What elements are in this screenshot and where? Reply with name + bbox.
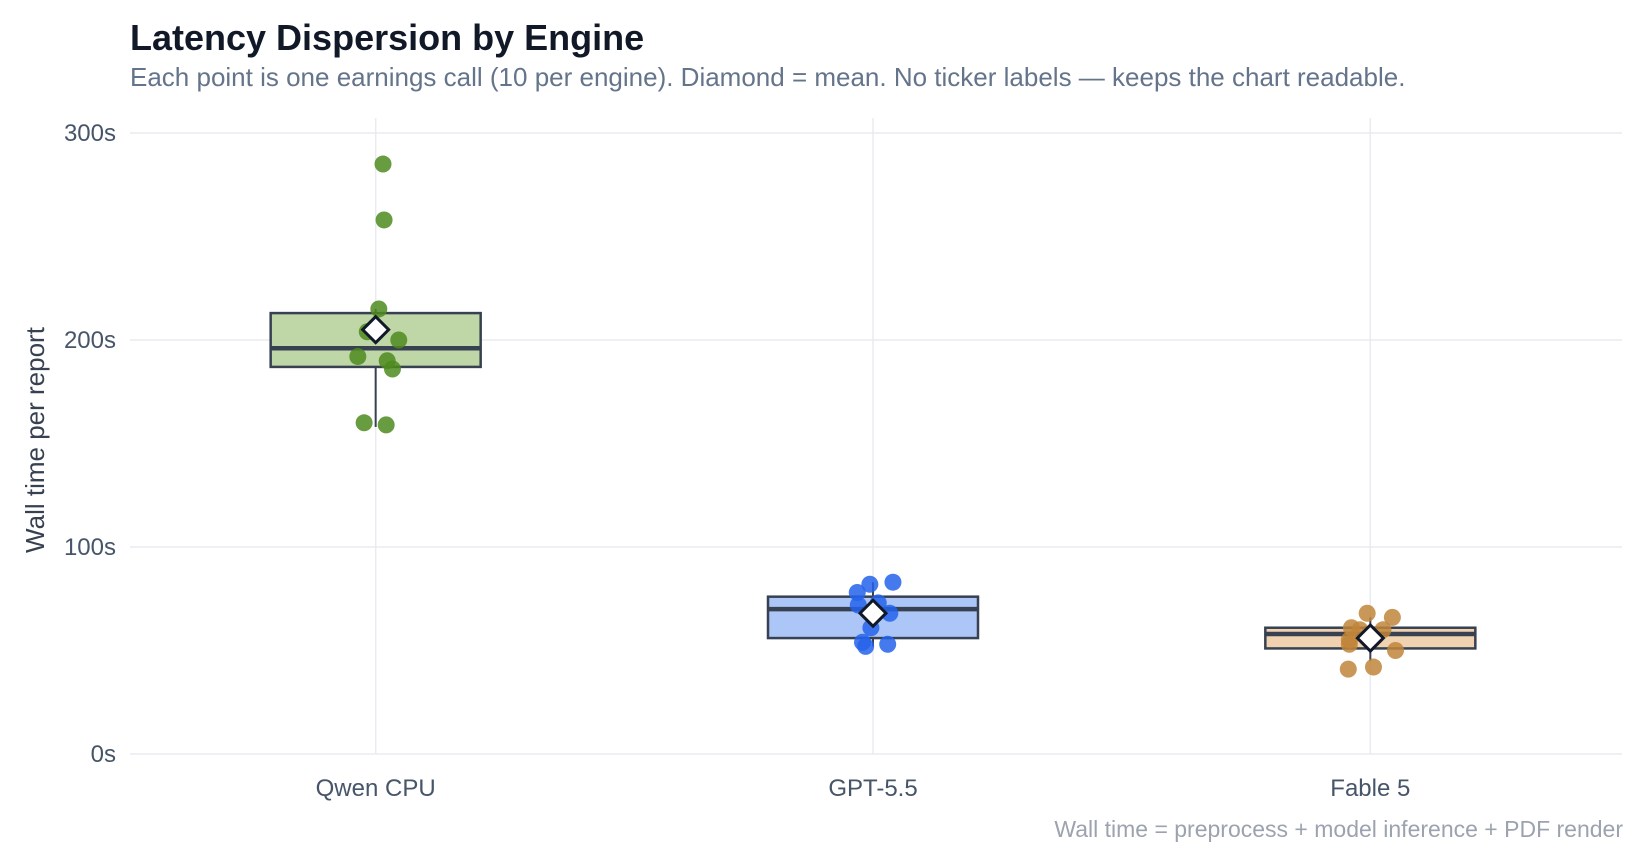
grid-lines <box>130 118 1622 755</box>
data-point <box>848 584 866 602</box>
data-point <box>390 331 408 349</box>
mean-diamond <box>360 314 391 345</box>
data-point <box>377 416 395 434</box>
chart-subtitle: Each point is one earnings call (10 per … <box>130 62 1406 92</box>
y-tick-label: 200s <box>64 327 116 354</box>
y-tick-label: 100s <box>64 534 116 561</box>
data-point <box>375 211 393 229</box>
y-axis-label: Wall time per report <box>20 326 50 553</box>
x-tick-label: Fable 5 <box>1330 775 1410 802</box>
data-point <box>884 573 902 591</box>
data-point <box>1358 604 1376 622</box>
y-axis-ticks: 0s 100s 200s 300s <box>64 120 116 768</box>
data-point <box>1340 635 1358 653</box>
data-point <box>1387 642 1405 659</box>
data-point <box>370 300 388 318</box>
mean-diamond <box>857 598 889 629</box>
mean-markers <box>360 314 1386 654</box>
data-point <box>1383 608 1401 626</box>
data-point <box>881 604 899 622</box>
y-tick-label: 0s <box>91 741 116 768</box>
data-point <box>355 414 373 432</box>
data-point <box>1364 658 1382 676</box>
y-tick-label: 300s <box>64 120 116 147</box>
data-point <box>857 637 875 655</box>
mean-diamond <box>1355 622 1386 654</box>
data-point <box>1339 660 1357 678</box>
x-tick-label: GPT-5.5 <box>828 775 917 802</box>
x-axis-ticks: Qwen CPU GPT-5.5 Fable 5 <box>316 775 1411 802</box>
footnote: Wall time = preprocess + model inference… <box>1054 816 1623 842</box>
data-point <box>879 635 897 653</box>
chart-title: Latency Dispersion by Engine <box>130 17 645 58</box>
data-point <box>349 348 367 366</box>
data-point <box>374 155 392 173</box>
data-points <box>349 155 1405 678</box>
x-tick-label: Qwen CPU <box>316 775 436 802</box>
data-point <box>383 360 401 378</box>
data-point <box>861 575 879 593</box>
